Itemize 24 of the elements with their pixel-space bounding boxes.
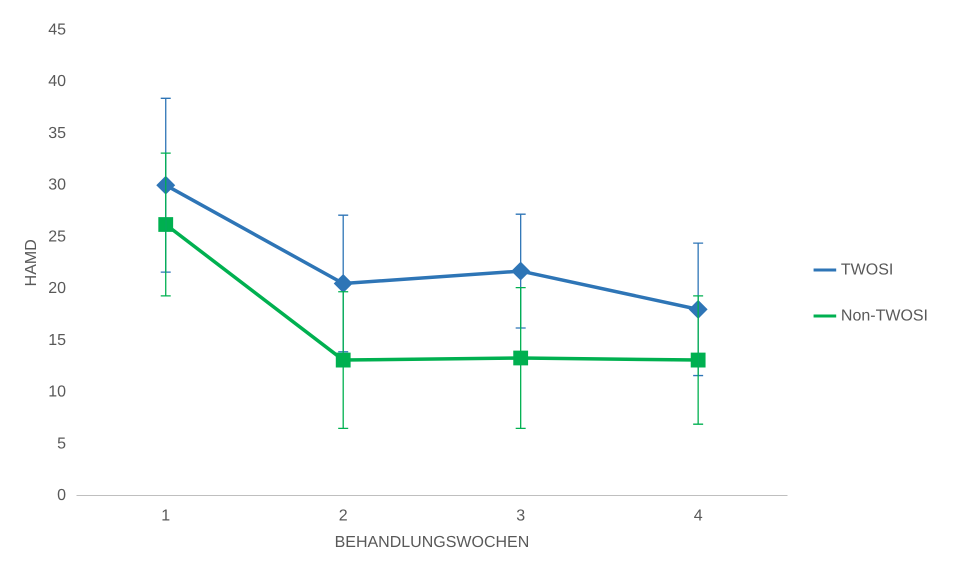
- point: [334, 274, 352, 292]
- y-tick-label: 0: [57, 487, 66, 504]
- y-tick-label: 30: [48, 176, 66, 194]
- y-tick-label: 5: [57, 435, 66, 452]
- x-axis-title: BEHANDLUNGSWOCHEN: [334, 534, 530, 551]
- y-tick-label: 40: [48, 73, 66, 90]
- point: [336, 352, 351, 368]
- x-tick-label: 2: [338, 508, 348, 525]
- y-tick-label: 20: [48, 280, 66, 298]
- y-tick-label: 25: [48, 228, 66, 246]
- x-tick-label: 4: [694, 508, 703, 525]
- y-tick-label: 45: [48, 21, 66, 38]
- y-tick-label: 15: [48, 332, 66, 349]
- point: [158, 217, 174, 232]
- y-axis-title: HAMD: [23, 239, 40, 286]
- y-tick-label: 10: [48, 384, 66, 401]
- y-tick-label: 35: [48, 124, 66, 142]
- legend-label: TWOSI: [840, 261, 894, 278]
- legend-label: Non-TWOSI: [840, 307, 928, 324]
- x-tick-label: 1: [161, 508, 170, 525]
- point: [513, 350, 528, 366]
- x-tick-label: 3: [516, 508, 526, 525]
- point: [690, 352, 706, 368]
- point: [512, 262, 530, 280]
